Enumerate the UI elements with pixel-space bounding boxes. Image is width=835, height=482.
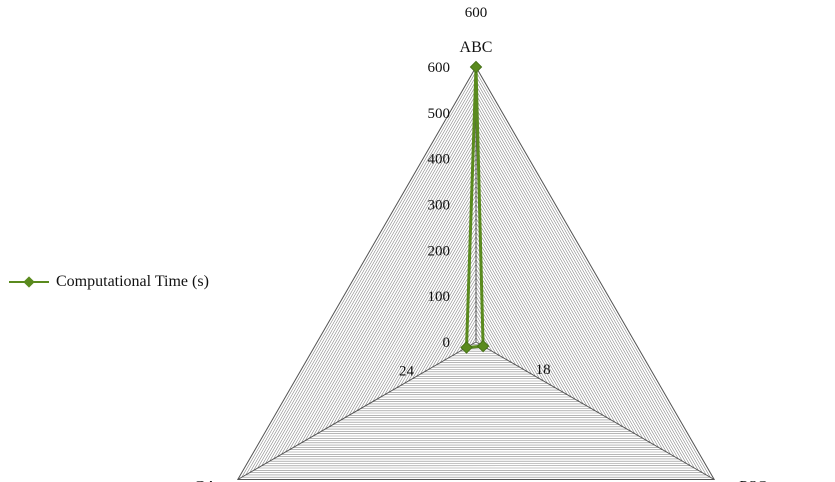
grid-ring bbox=[415, 272, 537, 377]
grid-ring bbox=[348, 194, 604, 416]
grid-ring bbox=[380, 231, 572, 398]
legend-label: Computational Time (s) bbox=[56, 273, 209, 290]
grid-ring bbox=[316, 158, 636, 435]
grid-ring bbox=[435, 295, 517, 366]
grid-ring bbox=[407, 263, 545, 382]
axis-label-ga: GA bbox=[194, 479, 218, 482]
axis-labels: ABC PSO GA bbox=[194, 39, 769, 482]
grid-ring bbox=[447, 309, 505, 359]
grid-ring bbox=[451, 313, 501, 357]
grid-ring bbox=[356, 203, 596, 412]
data-label-abc: 600 bbox=[465, 5, 488, 21]
legend: Computational Time (s) bbox=[8, 273, 209, 291]
grid-ring bbox=[388, 240, 564, 393]
grid-ring bbox=[257, 89, 695, 469]
grid-ring bbox=[296, 135, 656, 446]
grid-ring bbox=[265, 98, 687, 464]
tick-label: 500 bbox=[428, 106, 451, 122]
grid-ring bbox=[284, 121, 668, 453]
grid-ring bbox=[288, 126, 664, 451]
tick-label: 100 bbox=[428, 289, 451, 305]
grid-ring bbox=[300, 139, 652, 444]
grid-ring bbox=[376, 226, 576, 400]
grid-ring bbox=[320, 162, 632, 432]
grid-ring bbox=[332, 176, 620, 425]
grid-ring bbox=[419, 277, 533, 375]
grid-ring bbox=[308, 148, 644, 439]
grid-ring bbox=[352, 199, 600, 414]
data-label-pso: 18 bbox=[536, 362, 551, 378]
grid-ring bbox=[344, 190, 608, 418]
tick-label: 600 bbox=[428, 60, 451, 76]
grid-ring bbox=[324, 167, 628, 430]
grid-ring bbox=[471, 336, 481, 345]
grid-ring bbox=[392, 245, 560, 391]
tick-label: 300 bbox=[428, 198, 451, 214]
data-point-abc bbox=[469, 60, 483, 74]
grid-ring bbox=[276, 112, 676, 457]
grid-ring bbox=[423, 281, 529, 373]
data-point-pso bbox=[476, 339, 490, 353]
grid-ring bbox=[360, 208, 592, 409]
radar-spoke bbox=[475, 341, 715, 480]
grid-ring bbox=[443, 304, 509, 361]
grid-outer bbox=[236, 66, 716, 480]
grid-ring bbox=[280, 116, 672, 455]
grid-ring bbox=[336, 180, 616, 423]
tick-label: 400 bbox=[428, 152, 451, 168]
grid-ring bbox=[364, 213, 588, 407]
series-layer bbox=[460, 60, 490, 354]
tick-label: 0 bbox=[443, 335, 451, 351]
grid-ring bbox=[241, 71, 711, 478]
grid-ring bbox=[384, 236, 568, 396]
grid-ring bbox=[411, 268, 541, 380]
data-label-ga: 24 bbox=[399, 364, 415, 380]
data-labels: 600 18 24 bbox=[399, 5, 551, 380]
grid-ring bbox=[269, 103, 683, 462]
grid-ring bbox=[431, 291, 521, 368]
grid-ring bbox=[404, 258, 548, 384]
grid-ring bbox=[312, 153, 640, 437]
tick-labels: 0 100 200 300 400 500 600 bbox=[428, 60, 451, 351]
series-line bbox=[465, 66, 485, 349]
axis-label-abc: ABC bbox=[460, 39, 493, 56]
grid-ring bbox=[368, 217, 584, 405]
axis-label-pso: PSO bbox=[739, 479, 768, 482]
grid-ring bbox=[249, 80, 703, 473]
grid-ring bbox=[340, 185, 612, 421]
grid-ring bbox=[261, 93, 691, 467]
radar-grid bbox=[236, 66, 716, 480]
grid-ring bbox=[328, 171, 624, 428]
grid-ring bbox=[245, 75, 707, 476]
grid-ring bbox=[396, 249, 556, 389]
grid-ring bbox=[372, 222, 580, 402]
grid-ring bbox=[400, 254, 552, 386]
data-point-ga bbox=[460, 341, 473, 354]
radar-spoke bbox=[237, 341, 477, 480]
legend-marker-icon bbox=[9, 276, 49, 288]
grid-ring bbox=[253, 84, 699, 471]
grid-ring bbox=[439, 300, 513, 363]
grid-ring bbox=[292, 130, 660, 448]
grid-ring bbox=[304, 144, 648, 441]
grid-ring bbox=[273, 107, 679, 460]
grid-ring bbox=[427, 286, 525, 370]
tick-label: 200 bbox=[428, 243, 451, 259]
